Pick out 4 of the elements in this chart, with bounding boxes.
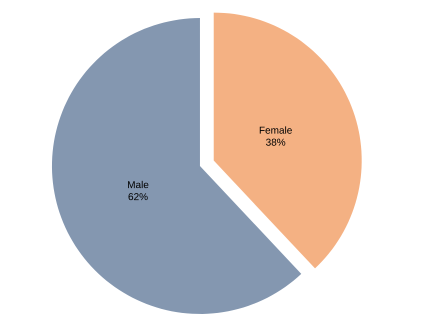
data-label: 38% bbox=[266, 138, 286, 146]
data-label: 62% bbox=[128, 193, 148, 200]
slice-label: Female bbox=[260, 126, 292, 134]
slice-label: Male bbox=[128, 180, 148, 188]
